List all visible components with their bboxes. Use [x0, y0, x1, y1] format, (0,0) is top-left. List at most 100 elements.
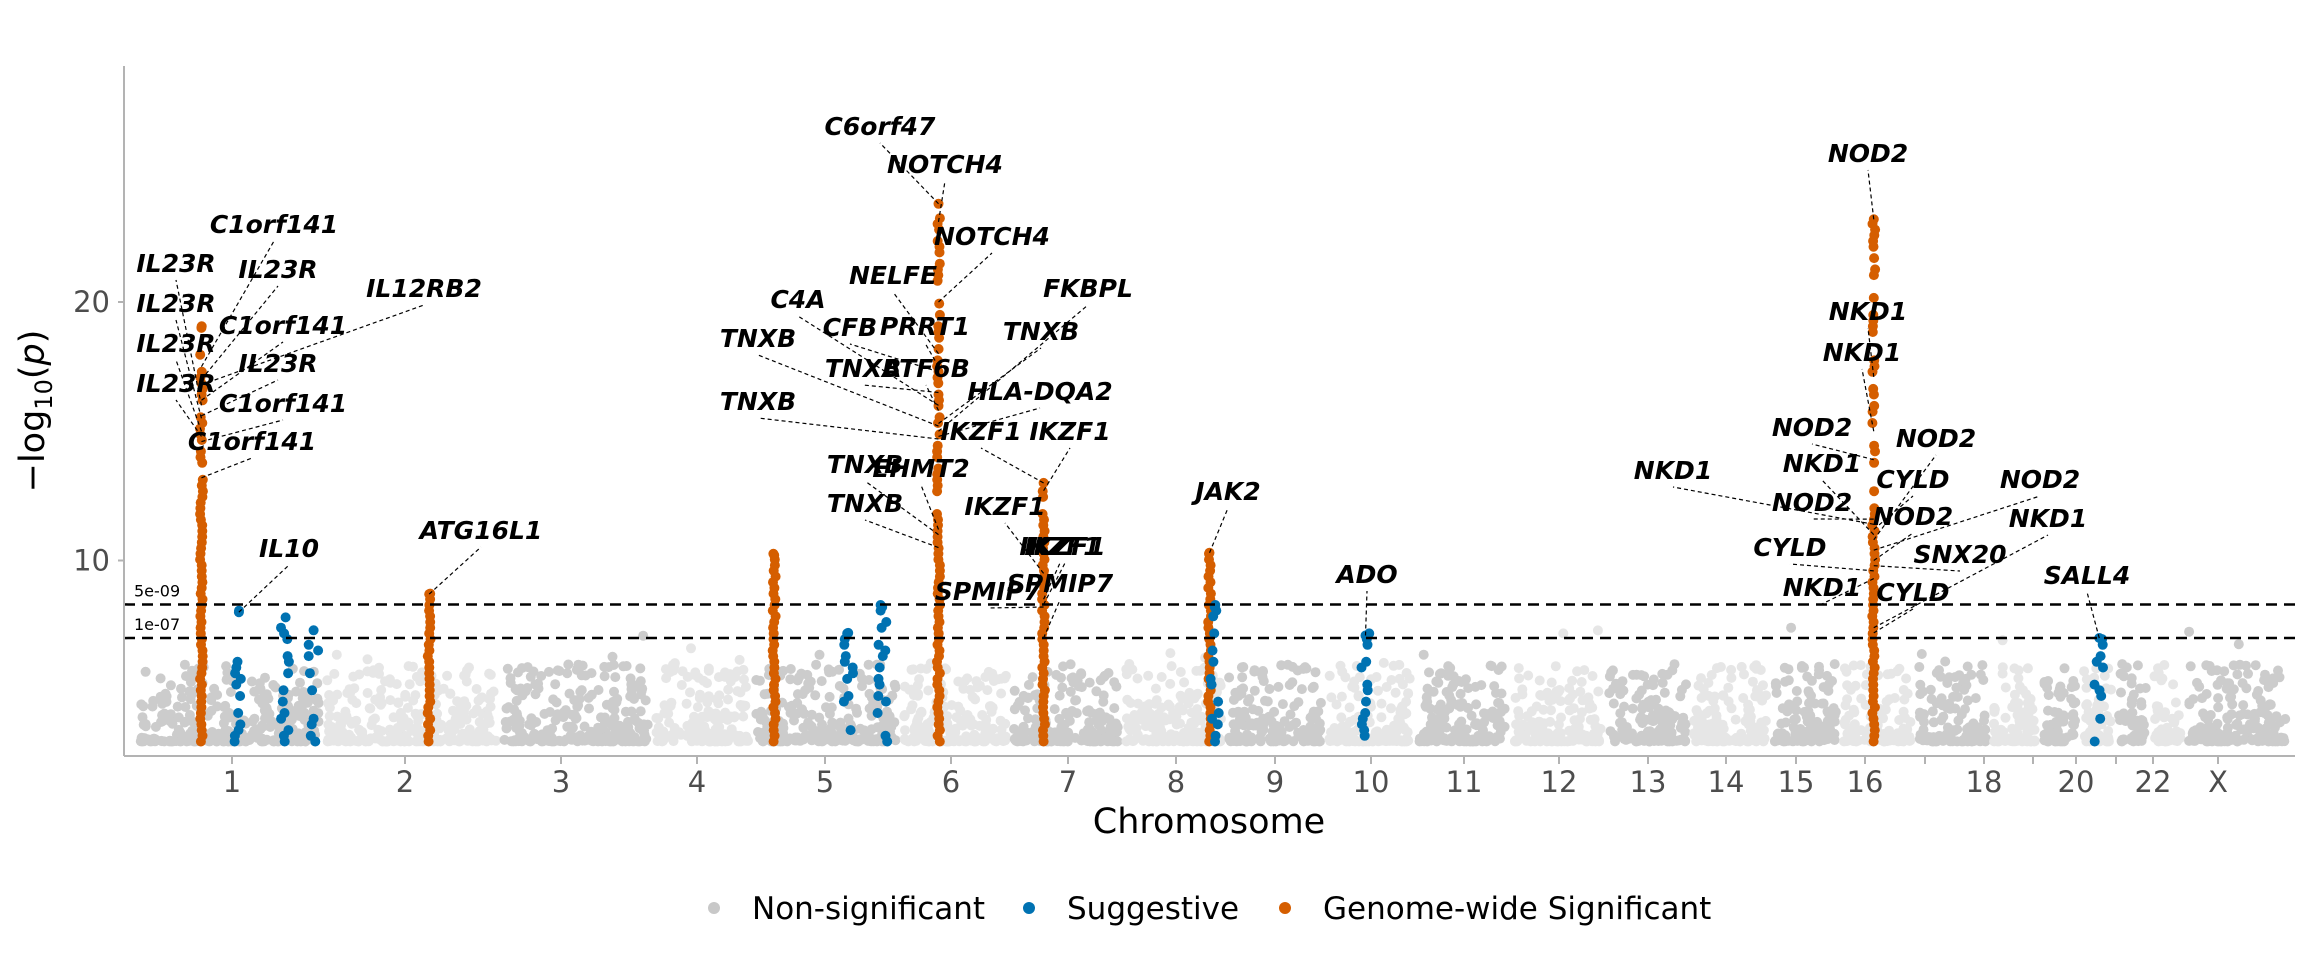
snp-point — [2068, 719, 2078, 730]
snp-point — [1054, 690, 1065, 701]
snp-point — [1276, 660, 1287, 671]
snp-point — [1393, 713, 1404, 724]
snp-point — [872, 722, 883, 733]
snp-point — [1513, 663, 1524, 674]
snp-point — [1829, 659, 1840, 670]
snp-point — [950, 723, 961, 734]
legend-swatch — [1023, 902, 1035, 914]
snp-point — [279, 708, 290, 718]
snp-point — [212, 701, 223, 712]
snp-point — [276, 622, 286, 633]
snp-point — [404, 679, 415, 690]
snp-point — [515, 727, 525, 738]
snp-point — [195, 349, 206, 360]
snp-point — [324, 690, 335, 700]
snp-point — [1587, 671, 1598, 681]
chromosome-16-points — [1839, 660, 1916, 747]
annotation-leader — [879, 142, 939, 205]
annotation-leader — [1811, 443, 1874, 461]
locus-chr1 — [303, 625, 324, 747]
snp-point — [1049, 704, 1060, 715]
snp-point — [1628, 669, 1638, 680]
snp-point — [2136, 700, 2147, 711]
snp-point — [341, 732, 352, 743]
snp-point — [992, 674, 1003, 685]
snp-point — [975, 680, 985, 691]
y-axis-title-close: ) — [13, 330, 53, 344]
snp-point — [329, 668, 340, 679]
snp-point — [1163, 699, 1174, 710]
snp-point — [1615, 708, 1626, 719]
snp-point — [1376, 712, 1387, 723]
snp-point — [1928, 717, 1939, 728]
snp-point — [2152, 705, 2163, 716]
snp-point — [828, 734, 839, 744]
snp-point — [499, 734, 510, 745]
snp-point — [1209, 628, 1220, 639]
snp-point — [847, 662, 858, 673]
snp-point — [659, 708, 670, 719]
snp-point — [1829, 735, 1840, 745]
snp-point — [1969, 721, 1980, 732]
locus-chr1 — [276, 612, 294, 747]
snp-point — [240, 736, 251, 747]
snp-point — [1196, 731, 1206, 742]
snp-point — [732, 686, 743, 697]
snp-point — [1869, 400, 1880, 411]
snp-point — [1264, 684, 1275, 694]
snp-point — [792, 689, 803, 700]
x-tick-label: 8 — [1167, 765, 1185, 799]
snp-point — [1935, 671, 1946, 682]
snp-point — [1122, 694, 1133, 705]
annotation-leader — [1364, 590, 1368, 636]
annotation-label: CYLD — [1876, 578, 1949, 607]
snp-point — [2013, 665, 2024, 676]
snp-point — [571, 713, 582, 723]
snp-point — [880, 645, 891, 656]
snp-point — [868, 698, 879, 709]
snp-point — [172, 701, 183, 712]
snp-point — [1121, 713, 1132, 724]
snp-point — [843, 713, 854, 724]
snp-point — [1803, 706, 1814, 716]
snp-point — [2070, 697, 2081, 708]
snp-point — [1868, 383, 1879, 394]
snp-point — [1563, 695, 1574, 706]
annotation-label: ATF6B — [880, 354, 970, 383]
snp-point — [1791, 686, 1802, 696]
legend-item: Non-significant — [708, 891, 985, 927]
snp-point — [344, 684, 355, 695]
snp-point — [934, 412, 945, 423]
snp-point — [1998, 726, 2009, 737]
snp-point — [1639, 671, 1650, 682]
annotation-leader — [2086, 591, 2100, 639]
legend-label: Suggestive — [1067, 891, 1239, 927]
chromosome-7-points — [1009, 659, 1123, 747]
snp-point — [970, 733, 981, 744]
snp-point — [354, 669, 365, 680]
snp-point — [2185, 661, 2196, 672]
snp-point — [934, 309, 945, 320]
snp-point — [544, 666, 554, 677]
snp-point — [1191, 665, 1202, 676]
snp-point — [1648, 674, 1659, 685]
snp-point — [586, 689, 597, 700]
snp-point — [219, 736, 229, 747]
snp-point — [1702, 725, 1713, 736]
annotation-leader — [1004, 522, 1045, 574]
annotation-label: IL23R — [238, 255, 317, 284]
annotation-nelfe: NELFE — [849, 261, 939, 355]
snp-point — [482, 710, 493, 721]
snp-point — [460, 732, 470, 743]
snp-point — [1711, 710, 1722, 721]
snp-point — [1249, 685, 1260, 696]
snp-point — [2067, 710, 2077, 721]
annotation-spmip7: SPMIP7 — [935, 577, 1044, 609]
snp-point — [2222, 714, 2233, 724]
annotation-leader — [175, 359, 203, 432]
x-tick-label: 13 — [1630, 765, 1667, 799]
snp-point — [218, 718, 229, 729]
snp-point — [1941, 734, 1952, 745]
snp-point — [1105, 726, 1116, 737]
